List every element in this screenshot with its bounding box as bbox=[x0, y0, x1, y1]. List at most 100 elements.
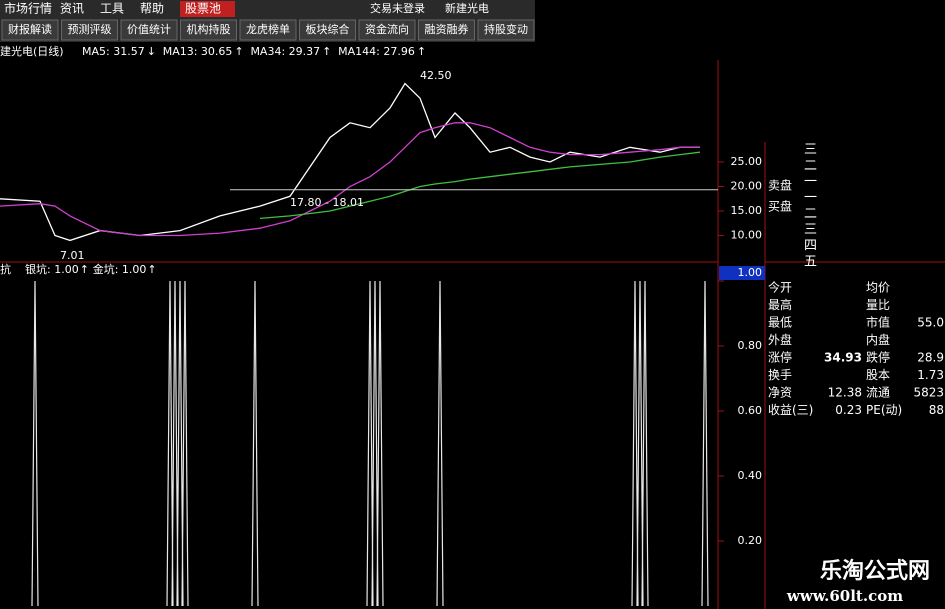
menu-highlight bbox=[180, 1, 235, 17]
indicator-legend: 抗 bbox=[0, 262, 11, 276]
toolbar-button[interactable] bbox=[477, 19, 535, 41]
ma-legend: MA34: 29.37 bbox=[250, 45, 320, 58]
toolbar-label[interactable]: 机构持股 bbox=[187, 22, 231, 36]
quote-label: 量比 bbox=[866, 298, 890, 312]
order-level: 一 bbox=[804, 191, 817, 206]
ma-arrow: ↑ bbox=[417, 45, 426, 58]
quote-value: 88 bbox=[929, 403, 944, 417]
quote-label: 股本 bbox=[866, 368, 890, 382]
quote-label: 跌停 bbox=[866, 350, 890, 365]
toolbar-button[interactable] bbox=[61, 19, 118, 41]
toolbar-button[interactable] bbox=[299, 19, 356, 41]
current-value-box bbox=[719, 266, 765, 280]
quote-label: 最低 bbox=[768, 316, 792, 330]
y-tick-label: 0.20 bbox=[738, 534, 763, 547]
toolbar-label[interactable]: 板块综合 bbox=[306, 22, 350, 36]
toolbar-label[interactable]: 财报解读 bbox=[8, 22, 52, 36]
toolbar-label[interactable]: 价值统计 bbox=[127, 23, 171, 36]
annotation: 42.50 bbox=[420, 69, 452, 82]
quote-label: 市值 bbox=[866, 315, 890, 330]
signal-spike bbox=[251, 280, 259, 607]
signal-spike bbox=[641, 280, 649, 607]
quote-value: 1.73 bbox=[917, 368, 944, 382]
toolbar-button[interactable] bbox=[1, 19, 59, 41]
quote-label: 内盘 bbox=[866, 332, 890, 347]
toolbar-button[interactable] bbox=[239, 19, 297, 41]
quote-label: 外盘 bbox=[768, 332, 792, 347]
watermark-url: www.60lt.com bbox=[786, 587, 903, 605]
signal-spike bbox=[366, 280, 374, 607]
y-tick-label: 15.00 bbox=[731, 204, 763, 217]
price-line bbox=[0, 122, 700, 237]
menu-item[interactable]: 帮助 bbox=[140, 2, 164, 16]
y-tick-label: 0.60 bbox=[738, 404, 763, 417]
indicator-legend: 金坑: 1.00 bbox=[93, 262, 147, 276]
y-tick-label: 20.00 bbox=[731, 179, 763, 192]
toolbar-button[interactable] bbox=[180, 19, 237, 41]
toolbar-label[interactable]: 融资融券 bbox=[425, 22, 469, 36]
menu-item[interactable]: 股票池 bbox=[185, 2, 221, 16]
annotation: 17.80 - 18.01 bbox=[290, 196, 364, 209]
ma-arrow: ↑ bbox=[234, 45, 243, 58]
y-tick-label: 25.00 bbox=[731, 155, 763, 168]
y-tick-label: 1.00 bbox=[738, 266, 763, 279]
quote-label: 今开 bbox=[768, 280, 792, 295]
annotation: 7.01 bbox=[60, 249, 85, 262]
toolbar-button[interactable] bbox=[358, 19, 416, 41]
signal-spike bbox=[31, 280, 39, 607]
quote-value: 55.0 bbox=[917, 316, 944, 330]
quote-label: 净资 bbox=[768, 386, 792, 400]
menu-item[interactable]: 工具 bbox=[100, 2, 124, 16]
menu-item[interactable]: 市场行情 bbox=[4, 1, 52, 16]
quote-label: 换手 bbox=[768, 368, 792, 382]
signal-spike bbox=[181, 280, 189, 607]
quote-value: 34.93 bbox=[824, 351, 862, 365]
indicator-legend: 银坑: 1.00 bbox=[25, 262, 79, 276]
status-text: 交易未登录 bbox=[370, 1, 425, 15]
menu-item[interactable]: 资讯 bbox=[60, 2, 84, 16]
order-level: 二 bbox=[804, 159, 817, 174]
ma-legend: MA13: 30.65 bbox=[163, 45, 233, 58]
indicator-arrow: ↑ bbox=[147, 263, 156, 276]
price-line bbox=[259, 151, 701, 220]
signal-spike bbox=[636, 280, 644, 607]
signal-spike bbox=[176, 280, 184, 607]
quote-label: PE(动) bbox=[866, 403, 902, 417]
watermark: 乐淘公式网 bbox=[820, 558, 930, 584]
signal-spike bbox=[171, 280, 179, 607]
y-tick-label: 10.00 bbox=[731, 229, 763, 242]
status-text: 新建光电 bbox=[445, 1, 489, 15]
signal-spike bbox=[436, 280, 444, 607]
y-tick-label: 0.40 bbox=[738, 469, 763, 482]
quote-label: 收益(三) bbox=[768, 403, 813, 417]
ma-arrow: ↑ bbox=[322, 45, 331, 58]
quote-value: 0.23 bbox=[835, 403, 862, 417]
stock-name: 建光电(日线) bbox=[0, 44, 64, 58]
order-level: 四 bbox=[804, 239, 817, 254]
order-level: 五 bbox=[804, 255, 817, 270]
toolbar-label[interactable]: 龙虎榜单 bbox=[246, 22, 290, 36]
toolbar-label[interactable]: 资金流向 bbox=[365, 22, 409, 36]
y-tick-label: 0.80 bbox=[738, 339, 763, 352]
quote-label: 最高 bbox=[768, 297, 792, 312]
ma-legend: MA144: 27.96 bbox=[338, 45, 415, 58]
order-level: 三 bbox=[804, 143, 817, 158]
toolbar-button[interactable] bbox=[120, 19, 178, 41]
signal-spike bbox=[701, 280, 709, 607]
ma-arrow: ↓ bbox=[147, 45, 156, 58]
toolbar-label[interactable]: 预测评级 bbox=[68, 23, 112, 36]
price-line bbox=[0, 82, 700, 242]
signal-spike bbox=[166, 280, 174, 607]
quote-label: 涨停 bbox=[768, 350, 792, 365]
order-level: 三 bbox=[804, 223, 817, 238]
toolbar-label[interactable]: 持股变动 bbox=[484, 22, 528, 36]
indicator-arrow: ↑ bbox=[80, 263, 89, 276]
quote-value: 28.9 bbox=[917, 351, 944, 365]
quote-value: 12.38 bbox=[828, 386, 862, 400]
signal-spike bbox=[376, 280, 384, 607]
signal-spike bbox=[371, 280, 379, 607]
quote-value: 5823 bbox=[913, 386, 944, 400]
toolbar-button[interactable] bbox=[418, 19, 475, 41]
ma-legend: MA5: 31.57 bbox=[82, 45, 145, 58]
